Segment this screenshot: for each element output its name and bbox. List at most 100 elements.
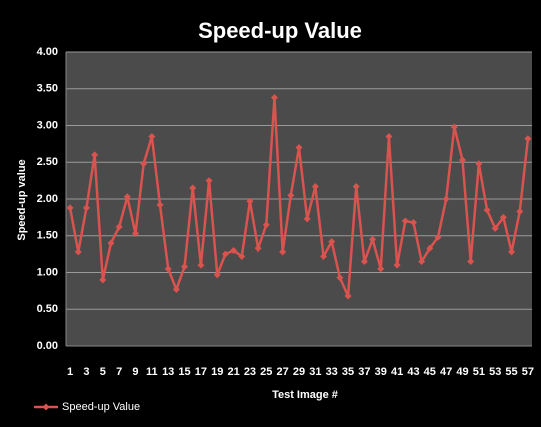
x-tick-label: 49 [456,366,468,378]
y-tick-label: 1.00 [37,266,58,278]
point-marker [418,257,426,265]
point-marker [279,248,287,256]
point-marker [393,261,401,269]
point-marker [270,94,278,102]
x-tick-label: 47 [440,366,452,378]
x-tick-label: 15 [178,366,190,378]
point-marker [377,265,385,273]
point-marker [475,160,483,168]
point-marker [426,244,434,252]
x-axis-label: Test Image # [272,389,338,401]
point-marker [409,219,417,227]
point-marker [459,156,467,164]
point-marker [360,257,368,265]
point-marker [230,246,238,254]
point-marker [140,160,148,168]
point-marker [483,206,491,214]
point-marker [336,274,344,282]
x-tick-label: 39 [375,366,387,378]
point-marker [156,201,164,209]
x-tick-label: 1 [67,366,73,378]
x-tick-label: 21 [227,366,239,378]
x-tick-label: 37 [358,366,370,378]
point-marker [287,191,295,199]
x-tick-label: 3 [83,366,89,378]
y-axis-label: Speed-up value [16,159,28,240]
point-marker [262,221,270,229]
x-tick-label: 35 [342,366,354,378]
x-tick-label: 57 [522,366,534,378]
x-tick-label: 9 [132,366,138,378]
x-tick-label: 19 [211,366,223,378]
x-tick-label: 41 [391,366,403,378]
point-marker [328,238,336,246]
point-marker [516,207,524,215]
point-marker [499,213,507,221]
y-tick-label: 2.50 [37,156,58,168]
x-tick-label: 11 [146,366,158,378]
x-tick-label: 5 [100,366,106,378]
point-marker [172,285,180,293]
point-marker [352,183,360,191]
x-tick-label: 55 [505,366,517,378]
y-tick-label: 0.00 [37,340,58,352]
legend-marker [42,403,50,411]
point-marker [508,248,516,256]
y-tick-label: 3.00 [37,119,58,131]
point-marker [303,215,311,223]
point-marker [450,123,458,131]
point-marker [123,193,131,201]
point-marker [320,252,328,260]
y-tick-label: 4.00 [37,46,58,58]
x-tick-label: 13 [162,366,174,378]
x-tick-label: 31 [309,366,321,378]
point-marker [401,217,409,225]
point-marker [238,252,246,260]
legend-label: Speed-up Value [62,401,140,413]
point-marker [246,197,254,205]
point-marker [197,261,205,269]
point-marker [311,183,319,191]
point-marker [369,235,377,243]
chart-title: Speed-up Value [198,18,362,43]
x-tick-label: 53 [489,366,501,378]
point-marker [385,133,393,141]
x-tick-label: 51 [473,366,485,378]
point-marker [434,233,442,241]
point-marker [189,184,197,192]
point-marker [295,144,303,152]
point-marker [91,151,99,159]
point-marker [107,239,115,247]
point-marker [181,263,189,271]
point-marker [491,224,499,232]
x-tick-label: 23 [244,366,256,378]
point-marker [344,292,352,300]
x-tick-label: 7 [116,366,122,378]
y-tick-label: 1.50 [37,230,58,242]
point-marker [82,204,90,212]
x-tick-label: 27 [277,366,289,378]
point-marker [164,265,172,273]
point-marker [254,244,262,252]
point-marker [442,195,450,203]
y-tick-label: 3.50 [37,83,58,95]
point-marker [99,276,107,284]
point-marker [221,250,229,258]
point-marker [467,257,475,265]
point-marker [66,204,74,212]
x-tick-label: 43 [407,366,419,378]
y-tick-label: 2.00 [37,193,58,205]
x-tick-label: 33 [326,366,338,378]
point-marker [131,230,139,238]
point-marker [524,135,532,143]
point-marker [148,133,156,141]
point-marker [74,248,82,256]
x-tick-label: 17 [195,366,207,378]
x-tick-label: 45 [424,366,436,378]
y-tick-label: 0.50 [37,303,58,315]
point-marker [205,177,213,185]
x-tick-label: 25 [260,366,272,378]
point-marker [213,271,221,279]
point-marker [115,223,123,231]
